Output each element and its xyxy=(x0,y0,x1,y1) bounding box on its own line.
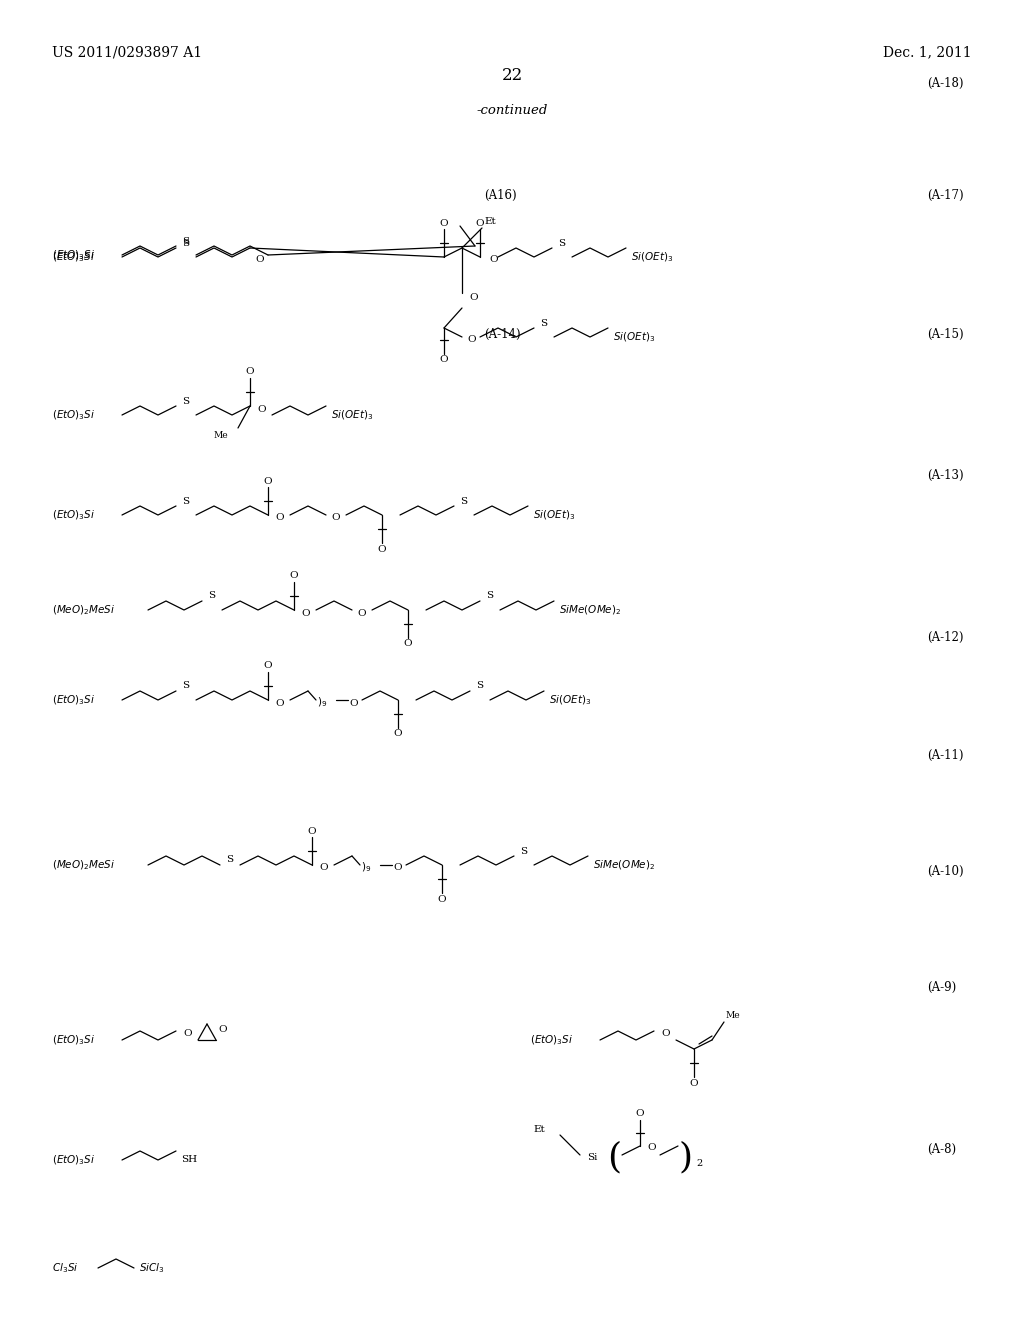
Text: O: O xyxy=(246,367,254,376)
Text: $SiMe(OMe)_2$: $SiMe(OMe)_2$ xyxy=(559,603,622,616)
Text: O: O xyxy=(264,661,272,671)
Text: $Si(OEt)_3$: $Si(OEt)_3$ xyxy=(534,508,575,521)
Text: $(EtO)_3Si$: $(EtO)_3Si$ xyxy=(52,1154,95,1167)
Text: O: O xyxy=(264,477,272,486)
Text: Dec. 1, 2011: Dec. 1, 2011 xyxy=(884,45,972,59)
Text: O: O xyxy=(302,609,310,618)
Text: $Si(OEt)_3$: $Si(OEt)_3$ xyxy=(631,251,674,264)
Text: (A-9): (A-9) xyxy=(927,981,956,994)
Text: O: O xyxy=(275,698,285,708)
Text: Me: Me xyxy=(726,1011,740,1020)
Text: (A-15): (A-15) xyxy=(927,327,964,341)
Text: S: S xyxy=(461,496,468,506)
Text: (: ( xyxy=(607,1140,622,1173)
Text: O: O xyxy=(378,544,386,553)
Text: O: O xyxy=(319,863,329,873)
Text: $(EtO)_3Si$: $(EtO)_3Si$ xyxy=(52,248,95,261)
Text: $(EtO)_3Si$: $(EtO)_3Si$ xyxy=(52,251,95,264)
Text: $Si(OEt)_3$: $Si(OEt)_3$ xyxy=(613,330,655,343)
Text: (A-14): (A-14) xyxy=(484,327,521,341)
Text: O: O xyxy=(662,1028,671,1038)
Text: O: O xyxy=(489,255,499,264)
Text: S: S xyxy=(182,396,189,405)
Text: S: S xyxy=(558,239,565,248)
Text: (A-13): (A-13) xyxy=(927,469,964,482)
Text: O: O xyxy=(403,639,413,648)
Text: Me: Me xyxy=(213,432,228,441)
Text: $Cl_3Si$: $Cl_3Si$ xyxy=(52,1261,79,1275)
Text: $(EtO)_3Si$: $(EtO)_3Si$ xyxy=(52,693,95,706)
Text: SH: SH xyxy=(181,1155,198,1164)
Text: $SiMe(OMe)_2$: $SiMe(OMe)_2$ xyxy=(593,858,655,871)
Text: $SiCl_3$: $SiCl_3$ xyxy=(139,1261,165,1275)
Text: S: S xyxy=(541,318,548,327)
Text: (A16): (A16) xyxy=(484,189,517,202)
Text: S: S xyxy=(182,681,189,690)
Text: O: O xyxy=(357,609,367,618)
Text: O: O xyxy=(275,513,285,523)
Text: US 2011/0293897 A1: US 2011/0293897 A1 xyxy=(52,45,202,59)
Text: O: O xyxy=(332,513,340,523)
Text: Si: Si xyxy=(587,1152,597,1162)
Text: O: O xyxy=(183,1028,193,1038)
Text: (A-10): (A-10) xyxy=(927,865,964,878)
Text: S: S xyxy=(182,496,189,506)
Text: $Si(OEt)_3$: $Si(OEt)_3$ xyxy=(549,693,592,706)
Text: (A-17): (A-17) xyxy=(927,189,964,202)
Text: $)_9$: $)_9$ xyxy=(317,696,328,709)
Text: $(MeO)_2MeSi$: $(MeO)_2MeSi$ xyxy=(52,603,116,616)
Text: O: O xyxy=(290,572,298,581)
Text: O: O xyxy=(393,730,402,738)
Text: $(MeO)_2MeSi$: $(MeO)_2MeSi$ xyxy=(52,858,116,871)
Text: $(EtO)_3Si$: $(EtO)_3Si$ xyxy=(52,408,95,422)
Text: Et: Et xyxy=(484,218,496,227)
Text: O: O xyxy=(258,404,266,413)
Text: (A-8): (A-8) xyxy=(927,1143,955,1156)
Text: 22: 22 xyxy=(502,66,522,83)
Text: ): ) xyxy=(679,1140,693,1173)
Text: O: O xyxy=(256,255,264,264)
Text: S: S xyxy=(476,681,483,690)
Text: S: S xyxy=(520,846,527,855)
Text: (A-18): (A-18) xyxy=(927,77,964,90)
Text: $(EtO)_3Si$: $(EtO)_3Si$ xyxy=(52,1034,95,1047)
Text: S: S xyxy=(486,591,494,601)
Text: -continued: -continued xyxy=(476,103,548,116)
Text: O: O xyxy=(468,334,476,343)
Text: S: S xyxy=(182,236,189,246)
Text: (A-12): (A-12) xyxy=(927,631,964,644)
Text: O: O xyxy=(437,895,446,903)
Text: O: O xyxy=(393,863,402,873)
Text: S: S xyxy=(182,239,189,248)
Text: O: O xyxy=(219,1026,227,1035)
Text: O: O xyxy=(439,355,449,364)
Text: O: O xyxy=(307,826,316,836)
Text: O: O xyxy=(476,219,484,227)
Text: O: O xyxy=(470,293,478,302)
Text: $(EtO)_3Si$: $(EtO)_3Si$ xyxy=(52,508,95,521)
Text: 2: 2 xyxy=(696,1159,702,1167)
Text: $(EtO)_3Si$: $(EtO)_3Si$ xyxy=(530,1034,573,1047)
Text: S: S xyxy=(209,591,216,601)
Text: O: O xyxy=(690,1078,698,1088)
Text: O: O xyxy=(349,698,358,708)
Text: $Si(OEt)_3$: $Si(OEt)_3$ xyxy=(331,408,374,422)
Text: (A-11): (A-11) xyxy=(927,748,964,762)
Text: $)_9$: $)_9$ xyxy=(361,861,372,874)
Text: Et: Et xyxy=(534,1125,545,1134)
Text: O: O xyxy=(648,1143,656,1152)
Text: O: O xyxy=(439,219,449,227)
Text: O: O xyxy=(636,1110,644,1118)
Text: S: S xyxy=(226,855,233,865)
